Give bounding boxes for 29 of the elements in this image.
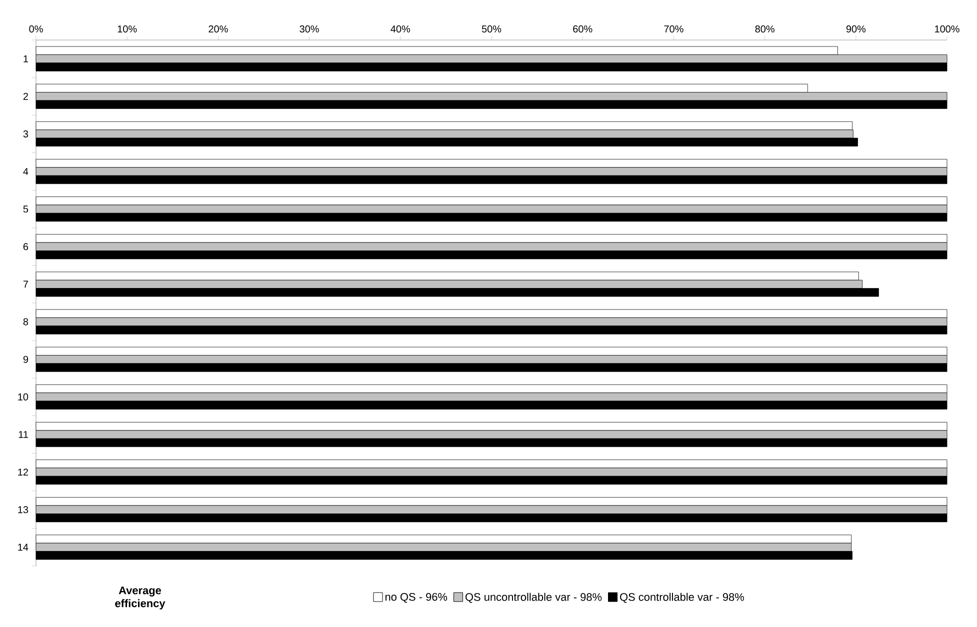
y-tick-label: 11: [18, 431, 28, 438]
x-tick-label: 40%: [390, 25, 410, 32]
x-tick-label: 50%: [482, 25, 502, 32]
legend-label: QS uncontrollable var - 98%: [466, 592, 602, 603]
y-tick-label: 5: [23, 206, 28, 213]
x-tick-label: 0%: [29, 25, 43, 32]
y-tick-label: 14: [18, 544, 28, 551]
legend-title: Average efficiency: [115, 586, 166, 610]
y-tick-label: 2: [23, 92, 28, 100]
y-tick-label: 1: [24, 55, 28, 62]
legend-label: QS controllable var - 98%: [620, 592, 744, 603]
y-tick-label: 10: [18, 393, 28, 400]
x-tick-label: 100%: [935, 25, 960, 32]
x-tick-label: 60%: [573, 25, 592, 32]
x-tick-label: 10%: [118, 25, 137, 32]
x-tick-label: 70%: [664, 25, 684, 32]
y-tick-label: 12: [18, 468, 28, 476]
x-tick-label: 30%: [300, 25, 319, 32]
y-tick-label: 6: [23, 243, 28, 250]
x-tick-label: 80%: [755, 25, 774, 32]
x-tick-label: 20%: [208, 25, 228, 32]
y-tick-label: 8: [23, 318, 28, 326]
y-tick-label: 7: [23, 280, 28, 288]
legend-label: no QS - 96%: [385, 593, 448, 603]
y-tick-label: 9: [23, 356, 28, 363]
x-tick-label: 90%: [846, 25, 866, 32]
y-tick-label: 4: [23, 168, 28, 175]
y-tick-label: 13: [18, 506, 28, 514]
y-tick-label: 3: [23, 130, 28, 138]
